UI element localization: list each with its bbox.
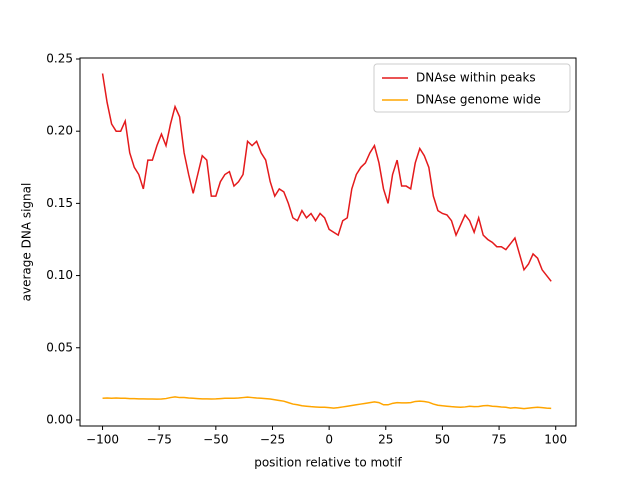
x-tick-label: −100 <box>86 433 119 447</box>
x-tick-label: −75 <box>147 433 172 447</box>
x-tick-label: 25 <box>378 433 393 447</box>
x-tick-label: 50 <box>435 433 450 447</box>
x-tick-label: −25 <box>260 433 285 447</box>
x-tick-label: −50 <box>203 433 228 447</box>
x-tick-label: 75 <box>491 433 506 447</box>
legend-label: DNAse within peaks <box>416 71 536 85</box>
y-axis-label: average DNA signal <box>20 183 34 302</box>
y-tick-label: 0.10 <box>46 268 73 282</box>
series-line <box>101 73 552 282</box>
y-tick-label: 0.15 <box>46 196 73 210</box>
y-tick-label: 0.05 <box>46 340 73 354</box>
x-tick-label: 100 <box>544 433 567 447</box>
legend-box <box>373 63 571 113</box>
axes-frame <box>79 57 577 427</box>
y-tick-label: 0.25 <box>46 52 73 66</box>
series-line <box>102 396 552 410</box>
y-tick-label: 0.20 <box>46 124 73 138</box>
x-axis-label: position relative to motif <box>254 456 402 470</box>
x-tick-label: 0 <box>325 433 333 447</box>
legend-label: DNAse genome wide <box>416 93 541 107</box>
y-tick-label: 0.00 <box>46 412 73 426</box>
